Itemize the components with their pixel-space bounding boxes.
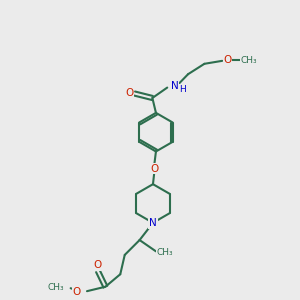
Text: O: O — [150, 164, 159, 174]
Text: CH₃: CH₃ — [241, 56, 257, 65]
Text: H: H — [179, 85, 185, 94]
Text: N: N — [171, 81, 178, 91]
Text: O: O — [224, 55, 232, 65]
Text: N: N — [149, 218, 157, 228]
Text: CH₃: CH₃ — [157, 248, 173, 257]
Text: O: O — [125, 88, 133, 98]
Text: O: O — [93, 260, 101, 270]
Text: O: O — [73, 287, 81, 297]
Text: CH₃: CH₃ — [47, 283, 64, 292]
